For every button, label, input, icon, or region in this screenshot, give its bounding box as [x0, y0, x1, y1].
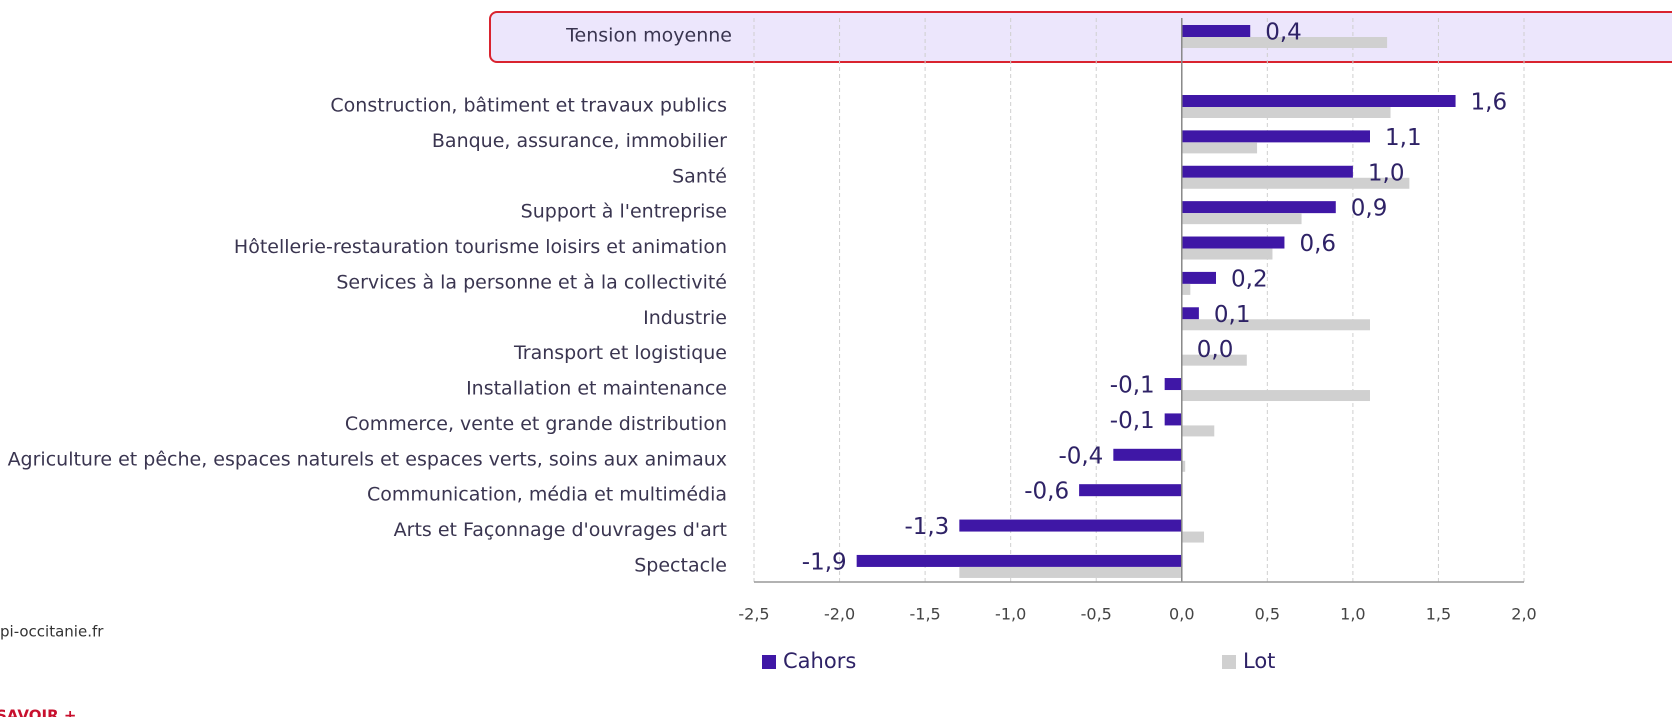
bar — [1181, 37, 1388, 48]
category-label: Support à l'entreprise — [521, 201, 727, 223]
bar — [1181, 319, 1370, 331]
bar — [1181, 177, 1410, 189]
x-tick-label: 0,0 — [1169, 605, 1194, 624]
value-label: 0,2 — [1231, 266, 1268, 292]
category-label: Construction, bâtiment et travaux public… — [330, 95, 727, 117]
x-tick-label: 2,0 — [1511, 605, 1536, 624]
bar — [856, 554, 1182, 567]
category-label: Santé — [672, 165, 727, 187]
category-label: Industrie — [643, 307, 727, 329]
bar — [1164, 378, 1182, 391]
bar — [959, 566, 1182, 578]
bar — [1181, 460, 1186, 472]
legend-swatch — [762, 655, 776, 669]
value-label: -0,6 — [1024, 479, 1069, 505]
category-label: Hôtellerie-restauration tourisme loisirs… — [234, 236, 727, 258]
value-label: -0,4 — [1058, 443, 1103, 469]
category-label: Services à la personne et à la collectiv… — [336, 271, 727, 293]
legend-label: Cahors — [783, 649, 856, 673]
category-label: Arts et Façonnage d'ouvrages d'art — [394, 519, 727, 541]
value-label: -0,1 — [1110, 408, 1155, 434]
bar — [1113, 448, 1182, 461]
link: SAVOIR + — [0, 707, 76, 717]
x-tick-label: -1,0 — [995, 605, 1026, 624]
legend-swatch — [1222, 655, 1236, 669]
x-tick-label: 1,0 — [1340, 605, 1365, 624]
value-label: -1,3 — [904, 514, 949, 540]
x-tick-label: 0,5 — [1255, 605, 1280, 624]
category-label: Banque, assurance, immobilier — [432, 130, 727, 152]
value-label: -1,9 — [802, 549, 847, 575]
bar — [959, 519, 1182, 532]
bar — [1181, 213, 1302, 225]
bar — [1181, 307, 1199, 320]
category-label: Tension moyenne — [565, 25, 732, 47]
category-label: Transport et logistique — [513, 342, 727, 364]
bar — [1181, 531, 1205, 543]
value-label: 1,0 — [1368, 160, 1405, 186]
category-label: Agriculture et pêche, espaces naturels e… — [8, 448, 727, 470]
value-label: -0,1 — [1110, 373, 1155, 399]
value-label: 0,9 — [1351, 196, 1388, 222]
bar — [1079, 484, 1182, 497]
legend-label: Lot — [1243, 649, 1275, 673]
bar — [1181, 425, 1215, 437]
value-label: 0,4 — [1265, 20, 1302, 46]
value-label: 1,6 — [1471, 90, 1508, 116]
x-tick-label: -2,0 — [824, 605, 855, 624]
bar — [1181, 283, 1191, 295]
bar — [1181, 95, 1456, 107]
category-label: Installation et maintenance — [466, 378, 727, 400]
bar — [1181, 390, 1370, 402]
source: pi-occitanie.fr — [0, 623, 104, 641]
bar — [1164, 413, 1182, 426]
bar — [1181, 354, 1247, 366]
category-label: Spectacle — [634, 554, 727, 576]
category-label: Communication, média et multimédia — [367, 484, 727, 506]
x-tick-label: 1,5 — [1426, 605, 1451, 624]
bar — [1181, 107, 1391, 118]
bar — [1181, 236, 1285, 249]
value-label: 1,1 — [1385, 125, 1422, 151]
bar — [1181, 248, 1273, 260]
x-tick-label: -2,5 — [738, 605, 769, 624]
value-label: 0,0 — [1197, 337, 1234, 363]
bar — [1181, 142, 1258, 154]
bar — [1181, 271, 1216, 284]
x-tick-label: -1,5 — [910, 605, 941, 624]
x-tick-label: -0,5 — [1081, 605, 1112, 624]
bar — [1181, 130, 1370, 143]
value-label: 0,1 — [1214, 302, 1251, 328]
highlight-box — [489, 11, 1672, 63]
category-label: Commerce, vente et grande distribution — [345, 413, 727, 435]
bar — [1181, 25, 1251, 37]
value-label: 0,6 — [1299, 231, 1336, 257]
bar — [1181, 165, 1353, 178]
bar — [1181, 201, 1336, 214]
